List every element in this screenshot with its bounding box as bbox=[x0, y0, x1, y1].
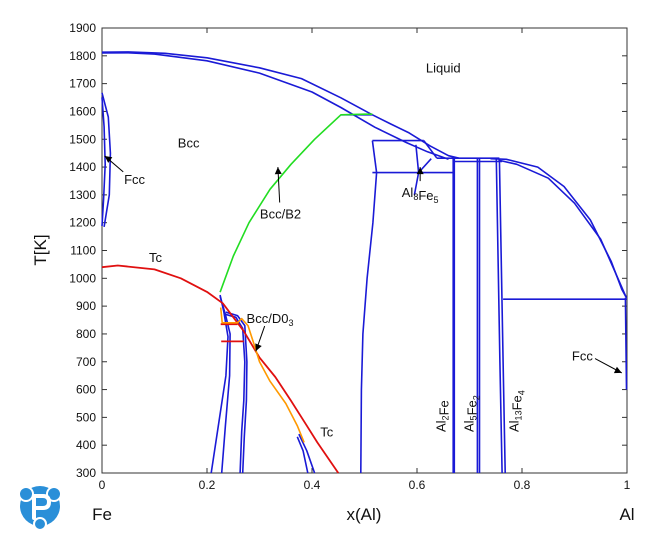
series-line-phase-boundary bbox=[413, 172, 420, 196]
annotation-label: Bcc/B2 bbox=[260, 207, 301, 222]
annotation-label: Bcc/D03 bbox=[247, 311, 294, 328]
y-tick-label: 1000 bbox=[69, 271, 96, 285]
x-tick-label: 1 bbox=[624, 478, 631, 492]
x-tick-label: 0.2 bbox=[199, 478, 216, 492]
y-tick-label: 400 bbox=[76, 438, 96, 452]
series-line-phase-boundary bbox=[415, 144, 420, 173]
series-line-phase-boundary bbox=[223, 313, 246, 474]
annotation-label: Al13Fe4 bbox=[507, 390, 527, 432]
annotation-label: Liquid bbox=[426, 61, 461, 76]
series-line-phase-boundary bbox=[371, 140, 378, 173]
x-tick-label: 0 bbox=[99, 478, 106, 492]
left-end-label: Fe bbox=[92, 505, 112, 524]
y-tick-label: 1600 bbox=[69, 104, 96, 118]
series-line-tc bbox=[101, 264, 340, 474]
y-tick-label: 500 bbox=[76, 410, 96, 424]
y-tick-label: 800 bbox=[76, 327, 96, 341]
arrow-head bbox=[274, 167, 282, 175]
y-tick-label: 1900 bbox=[69, 21, 96, 35]
y-tick-label: 1500 bbox=[69, 132, 96, 146]
axis-ticks: 0 0.2 0.4 0.6 0.8 130040050060070080090010001… bbox=[69, 21, 630, 492]
arrow-head bbox=[416, 167, 424, 175]
series-line-phase-boundary bbox=[624, 297, 628, 390]
arrow-head bbox=[613, 366, 622, 374]
y-tick-label: 1400 bbox=[69, 160, 96, 174]
annotation-label: Tc bbox=[149, 250, 163, 265]
series-line-bcc-d03 bbox=[219, 307, 305, 443]
right-end-label: Al bbox=[619, 505, 634, 524]
series-line-phase-boundary bbox=[101, 51, 460, 159]
series-line-phase-boundary bbox=[495, 158, 503, 474]
x-tick-label: 0.4 bbox=[304, 478, 321, 492]
annotation-layer: Liquid Bcc Fcc Bcc/B2 Tc Bcc/D03 Tc Al8Fe5 Fcc Al… bbox=[104, 61, 622, 439]
series-line-bcc-b2 bbox=[219, 113, 373, 293]
arrow-head bbox=[255, 343, 262, 352]
y-tick-label: 1800 bbox=[69, 49, 96, 63]
series-line-phase-boundary bbox=[490, 157, 628, 299]
y-tick-label: 600 bbox=[76, 383, 96, 397]
x-tick-label: 0.6 bbox=[409, 478, 426, 492]
series-line-phase-boundary bbox=[498, 158, 506, 474]
series-line-phase-boundary bbox=[423, 140, 438, 159]
annotation-label: Fcc bbox=[124, 172, 145, 187]
y-tick-label: 900 bbox=[76, 299, 96, 313]
series-line-phase-boundary bbox=[498, 159, 627, 298]
series-line-phase-boundary bbox=[298, 433, 316, 474]
plot-frame bbox=[101, 27, 628, 474]
series-line-phase-boundary bbox=[210, 294, 229, 474]
x-tick-label: 0.8 bbox=[514, 478, 531, 492]
series-line-phase-boundary bbox=[360, 172, 378, 474]
series-line-phase-boundary bbox=[219, 296, 231, 474]
annotation-label: Bcc bbox=[178, 136, 200, 151]
series-line-phase-boundary bbox=[225, 311, 248, 474]
annotation-label: Al8Fe5 bbox=[402, 185, 439, 205]
y-tick-label: 300 bbox=[76, 466, 96, 480]
series-layer bbox=[101, 51, 628, 474]
y-tick-label: 1700 bbox=[69, 77, 96, 91]
annotation-label: Tc bbox=[320, 424, 334, 439]
y-tick-label: 1200 bbox=[69, 216, 96, 230]
y-axis-label: T[K] bbox=[31, 234, 50, 265]
series-line-phase-boundary bbox=[101, 92, 112, 228]
annotation-label: Fcc bbox=[572, 348, 593, 363]
brand-logo bbox=[18, 486, 62, 531]
y-tick-label: 1300 bbox=[69, 188, 96, 202]
y-tick-label: 1100 bbox=[70, 244, 96, 258]
series-line-phase-boundary bbox=[101, 97, 106, 227]
annotation-label: Al2Fe bbox=[434, 400, 452, 432]
series-line-phase-boundary bbox=[296, 436, 309, 474]
series-line-phase-boundary bbox=[101, 52, 449, 161]
annotation-label: Al5Fe2 bbox=[462, 395, 482, 432]
y-tick-label: 700 bbox=[76, 355, 96, 369]
arrow-head bbox=[104, 155, 113, 163]
x-axis-label: x(Al) bbox=[347, 505, 382, 524]
